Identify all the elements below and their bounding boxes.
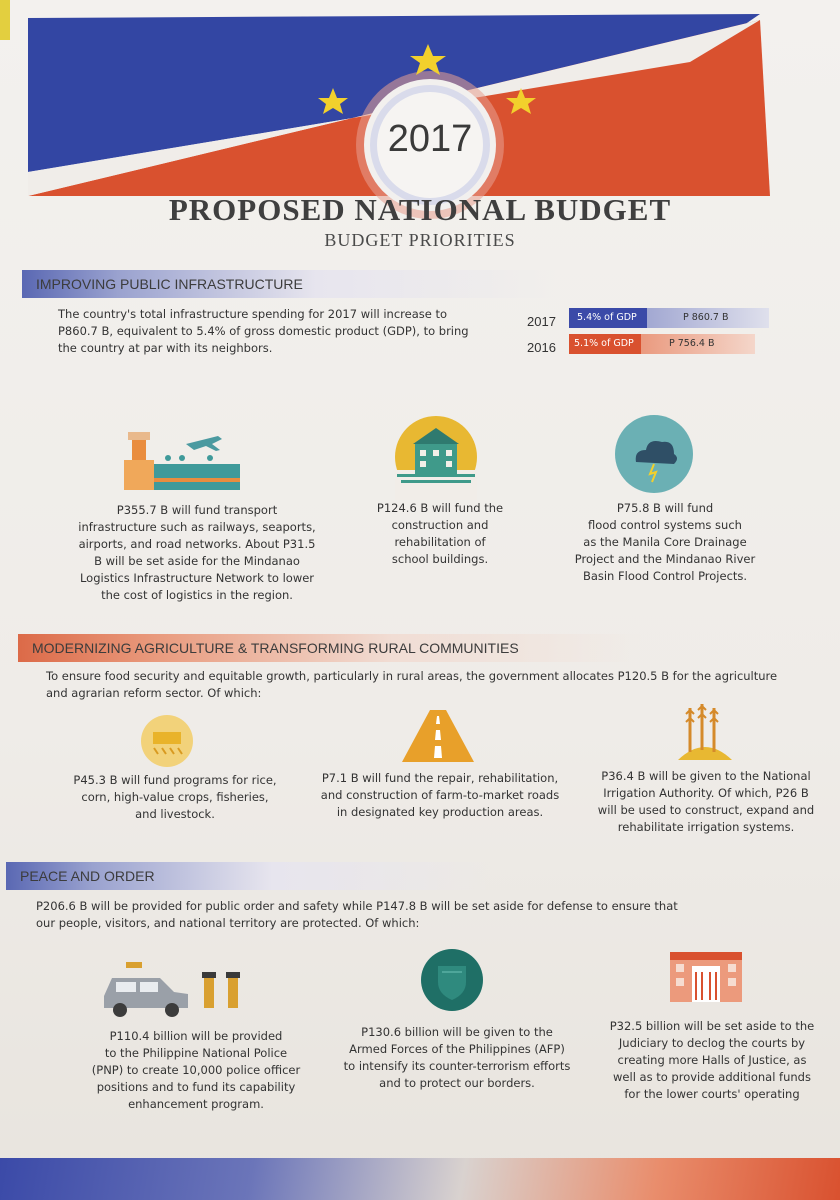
gdp-year-label: 2017 <box>527 314 556 329</box>
section-heading-agriculture: MODERNIZING AGRICULTURE & TRANSFORMING R… <box>18 634 642 662</box>
peace-item-judiciary: P32.5 billion will be set aside to the Ju… <box>609 1019 815 1101</box>
star-icon <box>506 88 536 114</box>
peace-item-afp: P130.6 billion will be given to the Armed… <box>343 1025 571 1090</box>
star-icon <box>410 44 446 75</box>
infra-item-flood-control: P75.8 B will fund flood control systems s… <box>574 501 756 583</box>
hall-of-justice-icon <box>670 952 742 1002</box>
infra-item-schools: P124.6 B will fund the construction and re… <box>376 501 504 566</box>
gdp-year-label: 2016 <box>527 340 556 355</box>
star-icon <box>318 88 348 114</box>
agri-item-irrigation: P36.4 B will be given to the National Irr… <box>597 769 815 834</box>
gdp-amount-2017: P 860.7 B <box>683 312 729 323</box>
infrastructure-intro: The country's total infrastructure spend… <box>58 307 469 355</box>
peace-item-pnp: P110.4 billion will be provided to the Ph… <box>91 1029 301 1111</box>
transport-icon <box>124 432 240 490</box>
gdp-pct-2016: 5.1% of GDP <box>574 338 634 349</box>
section-heading-infrastructure: IMPROVING PUBLIC INFRASTRUCTURE <box>22 270 556 298</box>
agri-item-crops: P45.3 B will fund programs for rice, corn… <box>73 773 277 821</box>
school-building-icon <box>395 416 477 500</box>
gdp-bar-2017: 5.4% of GDP P 860.7 B <box>569 308 769 328</box>
crops-icon <box>141 715 193 767</box>
gdp-bar-2016: 5.1% of GDP P 756.4 B <box>569 334 755 354</box>
police-icon <box>104 962 240 1017</box>
budget-year: 2017 <box>387 118 473 160</box>
page-title: PROPOSED NATIONAL BUDGET <box>168 192 672 227</box>
page-subtitle: BUDGET PRIORITIES <box>324 230 516 250</box>
flood-cloud-icon <box>615 415 693 493</box>
agriculture-intro: To ensure food security and equitable gr… <box>46 669 778 700</box>
header-banner <box>28 14 770 219</box>
agri-item-roads: P7.1 B will fund the repair, rehabilitat… <box>320 771 560 819</box>
road-icon <box>402 710 474 762</box>
shield-icon <box>421 949 483 1011</box>
infra-item-transport: P355.7 B will fund transport infrastructu… <box>78 503 316 602</box>
peace-intro: P206.6 B will be provided for public ord… <box>36 899 678 930</box>
gdp-pct-2017: 5.4% of GDP <box>577 312 637 323</box>
irrigation-icon <box>678 704 732 760</box>
yellow-edge <box>0 0 10 40</box>
gdp-amount-2016: P 756.4 B <box>669 338 715 349</box>
footer-band <box>0 1158 840 1200</box>
section-heading-peace-order: PEACE AND ORDER <box>6 862 490 890</box>
